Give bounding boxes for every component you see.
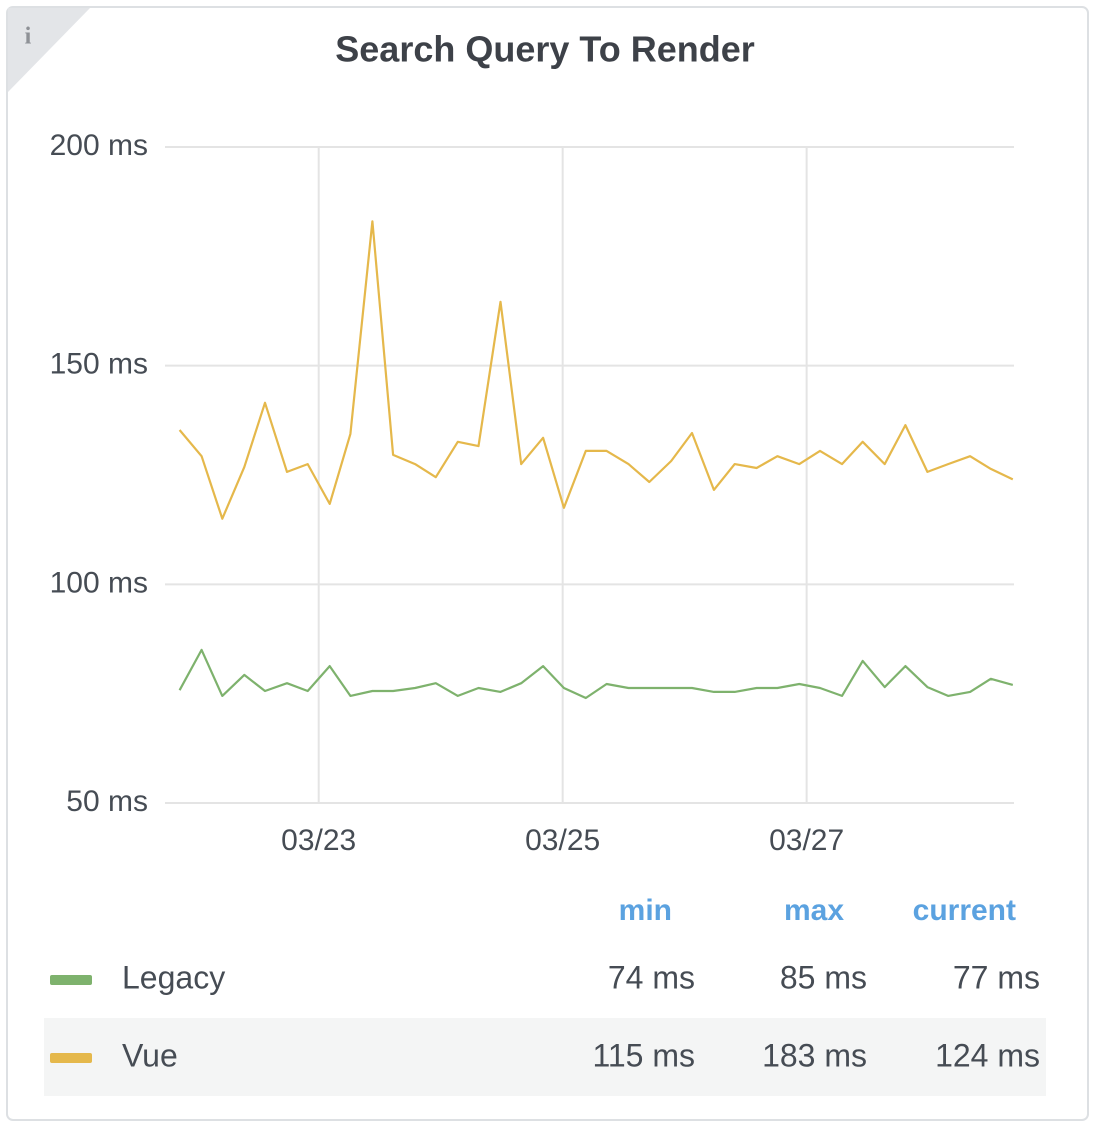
legend-stat: 74 ms xyxy=(608,959,695,995)
legend-row-stripe xyxy=(44,1018,1046,1096)
series-line xyxy=(178,220,1014,520)
legend-stat: 77 ms xyxy=(953,959,1040,995)
y-tick-label: 50 ms xyxy=(66,785,148,818)
legend-stat: 124 ms xyxy=(935,1037,1040,1073)
legend-name[interactable]: Legacy xyxy=(122,959,225,995)
x-tick-label: 03/27 xyxy=(769,824,844,857)
legend-stat: 183 ms xyxy=(762,1037,867,1073)
panel-border xyxy=(6,6,1089,1121)
legend-column-header: current xyxy=(913,894,1016,927)
legend-swatch[interactable] xyxy=(50,975,92,985)
x-tick-label: 03/25 xyxy=(525,824,600,857)
x-tick-label: 03/23 xyxy=(281,824,356,857)
legend-stat: 85 ms xyxy=(780,959,867,995)
y-tick-label: 100 ms xyxy=(50,566,148,599)
y-tick-label: 200 ms xyxy=(50,129,148,162)
panel-title: Search Query To Render xyxy=(335,29,754,70)
legend-swatch[interactable] xyxy=(50,1053,92,1063)
legend-stat: 115 ms xyxy=(592,1037,695,1073)
legend-name[interactable]: Vue xyxy=(122,1037,178,1073)
info-corner[interactable] xyxy=(8,8,90,92)
legend-column-header: min xyxy=(619,894,672,927)
y-tick-label: 150 ms xyxy=(50,348,148,381)
info-icon[interactable]: i xyxy=(25,24,32,50)
legend-column-header: max xyxy=(784,894,844,927)
series-line xyxy=(178,648,1014,700)
